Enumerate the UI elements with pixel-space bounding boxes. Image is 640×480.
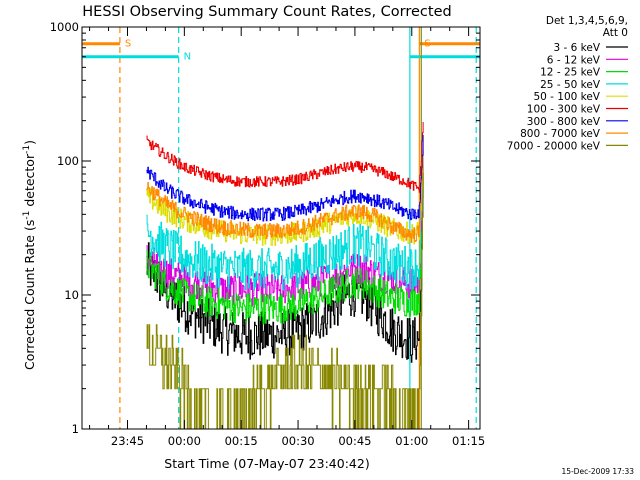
legend-label: 100 - 300 keV xyxy=(527,104,601,116)
legend-label: 800 - 7000 keV xyxy=(520,128,601,140)
svg-text:Corrected Count Rate (s-1 dete: Corrected Count Rate (s-1 detector-1) xyxy=(22,140,37,370)
x-tick-label: 00:15 xyxy=(225,434,258,448)
legend-item: 7000 - 20000 keV xyxy=(507,140,628,152)
legend-item: 6 - 12 keV xyxy=(547,54,628,66)
y-tick-label: 10 xyxy=(64,288,79,302)
series-line xyxy=(146,156,424,243)
x-tick-label: 00:00 xyxy=(168,434,201,448)
series-4 xyxy=(146,160,424,291)
series-layer xyxy=(146,122,424,430)
series-8 xyxy=(146,156,424,243)
legend-label: 50 - 100 keV xyxy=(533,91,600,103)
annotation-saa_end: S xyxy=(418,27,480,429)
series-3 xyxy=(146,167,424,325)
series-line xyxy=(146,164,424,306)
annotation-label: S xyxy=(424,39,430,50)
annotation-label: N xyxy=(184,52,191,63)
x-tick-label: 23:45 xyxy=(111,434,144,448)
x-axis-label: Start Time (07-May-07 23:40:42) xyxy=(164,456,369,471)
y-axis-label-sup1: -1 xyxy=(22,211,32,220)
legend-item: 800 - 7000 keV xyxy=(520,128,628,140)
legend-header-line2: Att 0 xyxy=(603,27,628,39)
annotation-night_start: N xyxy=(82,27,191,429)
x-tick-label: 00:45 xyxy=(338,434,371,448)
annotation-saa_start: S xyxy=(82,27,131,429)
series-line xyxy=(146,167,424,325)
legend-label: 12 - 25 keV xyxy=(540,67,601,79)
y-axis-label-end: ) xyxy=(22,140,37,145)
legend-item: 100 - 300 keV xyxy=(527,104,628,116)
x-tick-label: 00:30 xyxy=(281,434,314,448)
y-tick-label: 1000 xyxy=(50,20,79,34)
y-tick-label: 1 xyxy=(72,422,79,436)
series-line xyxy=(146,160,424,291)
series-line xyxy=(146,122,424,193)
plot-frame xyxy=(81,26,481,430)
footer-timestamp: 15-Dec-2009 17:33 xyxy=(561,467,634,476)
legend-label: 300 - 800 keV xyxy=(527,116,601,128)
legend-label: 3 - 6 keV xyxy=(553,42,600,54)
legend-label: 6 - 12 keV xyxy=(547,54,601,66)
legend-header-line1: Det 1,3,4,5,6,9, xyxy=(546,15,628,27)
annotation-label: S xyxy=(125,39,131,50)
series-6 xyxy=(146,122,424,193)
legend-item: 3 - 6 keV xyxy=(553,42,628,54)
axes-layer: 1 10 100 1000 23:45 00:00 00:15 00:30 00:45 01:00… xyxy=(50,20,485,448)
y-axis-label-sup2: -1 xyxy=(22,145,32,154)
chart-title: HESSI Observing Summary Count Rates, Cor… xyxy=(82,4,451,20)
y-axis-label: Corrected Count Rate (s-1 detector-1) xyxy=(22,140,37,370)
legend-label: 7000 - 20000 keV xyxy=(507,140,601,152)
legend-item: 300 - 800 keV xyxy=(527,116,628,128)
legend-label: 25 - 50 keV xyxy=(540,79,601,91)
x-tick-label: 01:00 xyxy=(395,434,428,448)
legend-item: 50 - 100 keV xyxy=(533,91,628,103)
x-tick-label: 01:15 xyxy=(452,434,485,448)
y-axis-label-mid: detector xyxy=(22,153,37,211)
legend-item: 25 - 50 keV xyxy=(540,79,628,91)
y-tick-label: 100 xyxy=(57,154,79,168)
series-7 xyxy=(146,134,424,222)
legend-item: 12 - 25 keV xyxy=(540,67,628,79)
series-2 xyxy=(146,164,424,306)
y-axis-label-main: Corrected Count Rate (s xyxy=(22,220,37,370)
series-line xyxy=(146,134,424,222)
